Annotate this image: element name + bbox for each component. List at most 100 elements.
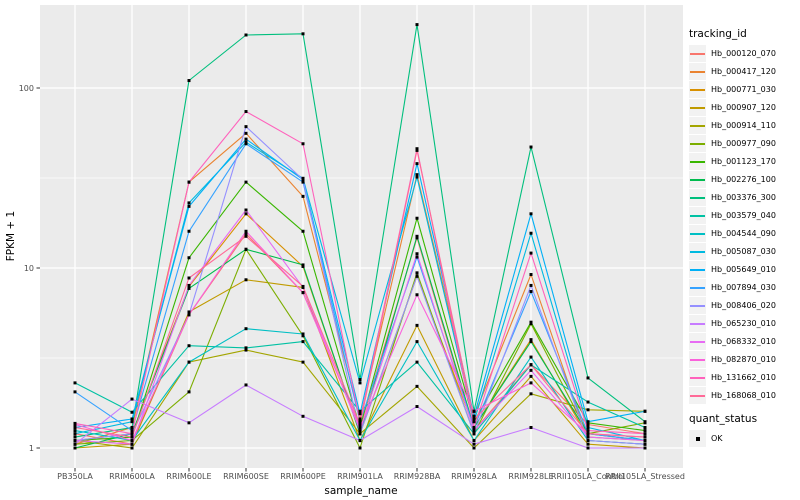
- legend-key-icon: [689, 369, 706, 386]
- data-point: [643, 425, 647, 429]
- data-point: [415, 147, 419, 151]
- data-point: [130, 417, 134, 421]
- data-point: [73, 439, 77, 443]
- data-point: [415, 271, 419, 275]
- data-point: [586, 435, 590, 439]
- data-point: [358, 429, 362, 433]
- data-point: [415, 148, 419, 152]
- data-point: [586, 425, 590, 429]
- data-point: [643, 432, 647, 436]
- legend-line-swatch: [690, 250, 705, 253]
- legend-key-icon: [689, 171, 706, 188]
- x-tick-label: RRIM600SE: [223, 472, 269, 481]
- legend-item-Hb_004544_090: Hb_004544_090: [689, 225, 799, 242]
- legend-label: Hb_000914_110: [711, 121, 776, 130]
- data-point: [130, 420, 134, 424]
- data-point: [358, 412, 362, 416]
- legend-quant-items: OK: [689, 430, 799, 447]
- x-tick-label: RRIM600PE: [280, 472, 326, 481]
- data-point: [244, 232, 248, 236]
- data-point: [358, 409, 362, 413]
- legend-item-quant-OK: OK: [689, 430, 799, 447]
- legend-label: Hb_000417_120: [711, 67, 776, 76]
- data-point: [130, 397, 134, 401]
- legend-label: Hb_002276_100: [711, 175, 776, 184]
- legend-line-swatch: [690, 304, 705, 307]
- legend-key-icon: [689, 243, 706, 260]
- legend-line-swatch: [690, 322, 705, 325]
- legend-item-Hb_000977_090: Hb_000977_090: [689, 135, 799, 152]
- data-point: [187, 256, 191, 260]
- legend-item-Hb_008406_020: Hb_008406_020: [689, 297, 799, 314]
- data-point: [73, 442, 77, 446]
- black-square-marker-icon: [695, 436, 700, 441]
- data-point: [472, 432, 476, 436]
- data-point: [529, 283, 533, 287]
- data-point: [415, 293, 419, 297]
- legend-item-Hb_068332_010: Hb_068332_010: [689, 333, 799, 350]
- data-point: [472, 442, 476, 446]
- legend-line-swatch: [690, 358, 705, 361]
- data-point: [415, 360, 419, 364]
- data-point: [529, 374, 533, 378]
- data-point: [301, 291, 305, 295]
- data-point: [529, 355, 533, 359]
- legend-item-Hb_131662_010: Hb_131662_010: [689, 369, 799, 386]
- data-point: [415, 255, 419, 259]
- legend-line-swatch: [690, 106, 705, 109]
- data-point: [244, 327, 248, 331]
- legend-line-swatch: [690, 124, 705, 127]
- legend-label: Hb_082870_010: [711, 355, 776, 364]
- data-point: [415, 173, 419, 177]
- data-point: [529, 340, 533, 344]
- legend-label: Hb_003376_300: [711, 193, 776, 202]
- data-point: [244, 278, 248, 282]
- legend-label: Hb_004544_090: [711, 229, 776, 238]
- data-point: [187, 229, 191, 233]
- data-point: [73, 421, 77, 425]
- data-point: [187, 286, 191, 290]
- data-point: [415, 340, 419, 344]
- data-point: [130, 435, 134, 439]
- legend-line-swatch: [690, 88, 705, 91]
- data-point: [586, 439, 590, 443]
- data-point: [472, 414, 476, 418]
- data-point: [301, 334, 305, 338]
- data-point: [244, 383, 248, 387]
- legend-label: Hb_000977_090: [711, 139, 776, 148]
- data-point: [529, 322, 533, 326]
- data-point: [130, 442, 134, 446]
- legend-key-icon: [689, 261, 706, 278]
- legend-item-Hb_065230_010: Hb_065230_010: [689, 315, 799, 332]
- data-point: [415, 234, 419, 238]
- legend-key-icon: [689, 63, 706, 80]
- data-point: [643, 435, 647, 439]
- legend-key-icon: [689, 279, 706, 296]
- data-point: [586, 432, 590, 436]
- data-point: [301, 264, 305, 268]
- legend-key-icon: [689, 333, 706, 350]
- legend-label: Hb_068332_010: [711, 337, 776, 346]
- legend-line-swatch: [690, 214, 705, 217]
- legend-title-tracking-id: tracking_id: [689, 28, 747, 40]
- data-point: [472, 417, 476, 421]
- data-point: [244, 131, 248, 135]
- data-point: [187, 344, 191, 348]
- data-point: [244, 137, 248, 141]
- data-point: [529, 212, 533, 216]
- data-point: [73, 432, 77, 436]
- legend-label: Hb_168068_010: [711, 391, 776, 400]
- data-point: [586, 429, 590, 433]
- legend-key-icon: [689, 225, 706, 242]
- legend-key-icon: [689, 45, 706, 62]
- data-point: [472, 409, 476, 413]
- data-point: [358, 425, 362, 429]
- data-point: [586, 408, 590, 412]
- data-point: [472, 429, 476, 433]
- data-point: [415, 405, 419, 409]
- y-tick-label: 1: [29, 444, 34, 453]
- data-point: [529, 145, 533, 149]
- data-point: [73, 381, 77, 385]
- data-point: [529, 392, 533, 396]
- legend-label: Hb_000771_030: [711, 85, 776, 94]
